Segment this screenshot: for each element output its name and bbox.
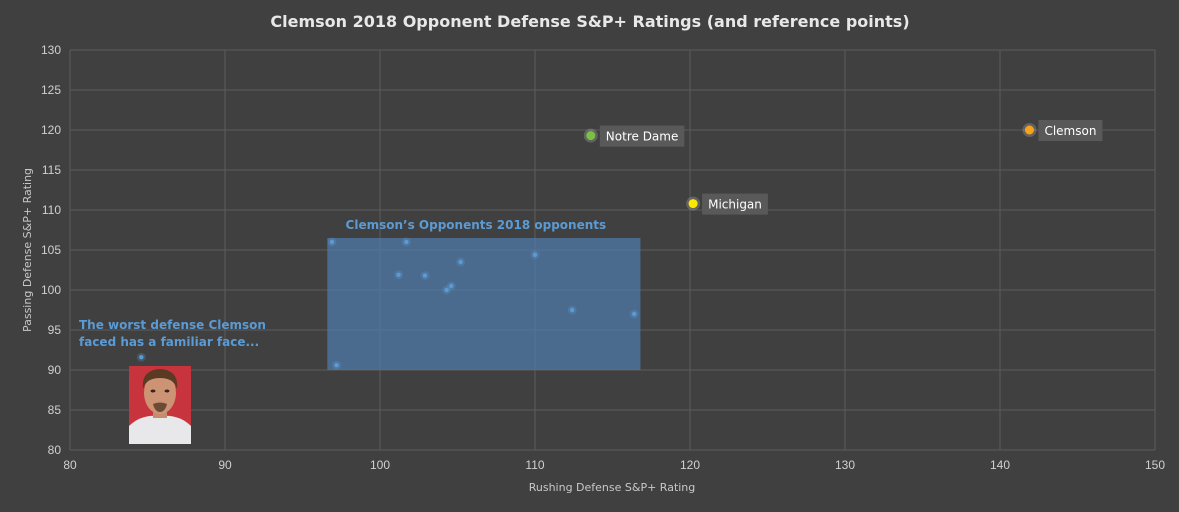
reference-point <box>688 199 698 209</box>
portrait-face <box>144 372 176 414</box>
y-tick-label: 110 <box>42 203 61 217</box>
portrait-shirt <box>129 415 191 444</box>
opponent-point <box>449 283 454 289</box>
opponent-point <box>334 363 339 368</box>
opponent-point <box>570 307 575 313</box>
opponent-point <box>329 239 335 245</box>
y-tick-label: 80 <box>48 443 62 457</box>
portrait-left-eye <box>150 389 156 393</box>
opponents-region: Clemson’s Opponents 2018 opponents <box>327 218 641 370</box>
x-tick-label: 150 <box>1145 458 1165 472</box>
y-tick-label: 100 <box>41 283 61 297</box>
opponent-point <box>422 273 428 278</box>
reference-point <box>1024 125 1034 135</box>
portrait-hair <box>142 369 178 389</box>
opponent-point <box>458 259 463 265</box>
x-axis-title: Rushing Defense S&P+ Rating <box>529 481 696 494</box>
y-tick-label: 125 <box>41 83 61 97</box>
portrait-right-eye <box>164 389 170 393</box>
portrait-goatee <box>153 402 167 412</box>
y-axis-title: Passing Defense S&P+ Rating <box>21 168 34 332</box>
reference-label-box <box>599 125 685 147</box>
opponent-point <box>532 252 538 257</box>
y-tick-label: 115 <box>42 163 61 177</box>
opponent-point <box>139 355 144 360</box>
opponent-point <box>396 272 401 277</box>
chart-title: Clemson 2018 Opponent Defense S&P+ Ratin… <box>270 12 909 31</box>
y-tick-label: 85 <box>48 403 62 417</box>
x-tick-label: 120 <box>680 458 700 472</box>
reference-point-label: Michigan <box>708 198 762 212</box>
x-tick-label: 110 <box>525 458 544 472</box>
y-tick-label: 90 <box>48 363 62 377</box>
x-tick-label: 90 <box>218 458 232 472</box>
x-tick-label: 100 <box>370 458 390 472</box>
reference-point-group: Michigan <box>686 193 768 215</box>
reference-point-label: Notre Dame <box>606 130 679 144</box>
y-tick-label: 130 <box>41 43 61 57</box>
annotation-line-2: faced has a familiar face... <box>79 335 259 349</box>
worst-defense-annotation: The worst defense Clemson faced has a fa… <box>79 318 266 444</box>
y-tick-label: 95 <box>48 323 62 337</box>
face-portrait <box>129 366 191 444</box>
reference-point <box>586 131 596 141</box>
y-tick-label: 120 <box>41 123 61 137</box>
reference-label-box <box>702 193 768 215</box>
opponents-shaded-region <box>327 238 641 370</box>
x-tick-labels: 80 90 100 110 120 130 140 150 <box>63 458 1165 472</box>
x-tick-label: 130 <box>835 458 855 472</box>
x-tick-label: 80 <box>63 458 77 472</box>
y-tick-label: 105 <box>41 243 61 257</box>
reference-points: Notre Dame Michigan Clemson <box>583 120 1103 215</box>
opponent-point <box>632 311 637 317</box>
reference-point-group: Notre Dame <box>583 125 685 147</box>
annotation-line-1: The worst defense Clemson <box>79 318 266 332</box>
reference-point-label: Clemson <box>1044 124 1096 138</box>
opponent-point <box>444 287 449 293</box>
opponent-point <box>404 239 409 245</box>
reference-label-box <box>1038 120 1103 141</box>
x-tick-label: 140 <box>990 458 1010 472</box>
reference-point-group: Clemson <box>1022 120 1103 141</box>
opponent-points <box>136 237 639 370</box>
y-tick-labels: 80 85 90 95 100 105 110 115 120 125 130 <box>41 43 61 457</box>
opponents-region-label: Clemson’s Opponents 2018 opponents <box>346 218 607 232</box>
